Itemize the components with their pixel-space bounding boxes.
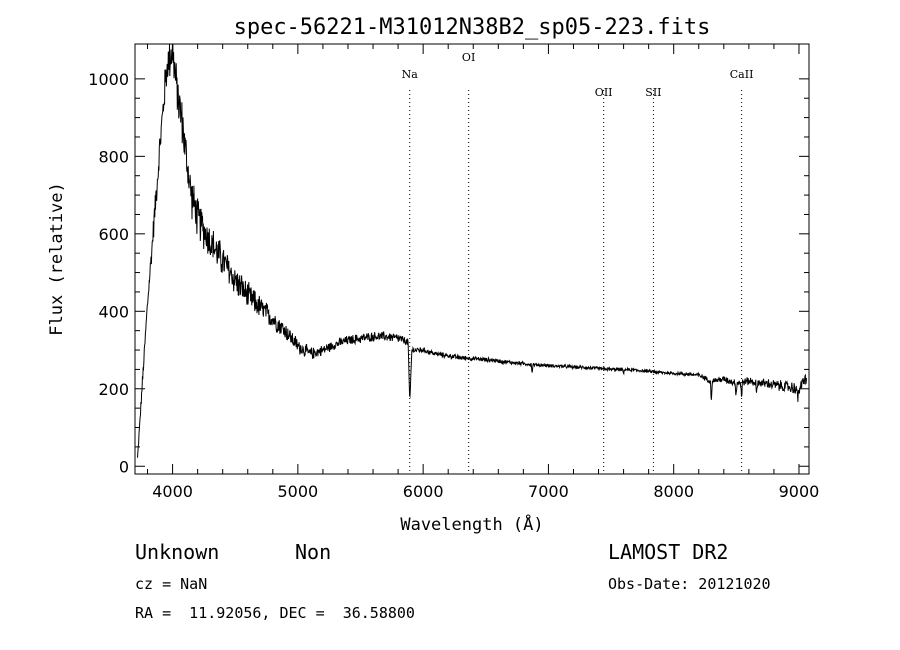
coordinates: RA = 11.92056, DEC = 36.58800 (135, 604, 415, 622)
spectrum-line (137, 44, 807, 458)
y-tick-label: 0 (119, 457, 129, 476)
object-subclass: Non (295, 540, 332, 564)
redshift-value: cz = NaN (135, 575, 208, 593)
y-tick-label: 200 (98, 380, 129, 399)
x-tick-label: 7000 (528, 482, 569, 501)
plot-frame (134, 43, 810, 475)
x-tick-label: 4000 (152, 482, 193, 501)
y-tick-label: 800 (98, 147, 129, 166)
spectral-line-label: Na (402, 68, 419, 81)
chart-title: spec-56221-M31012N38B2_sp05-223.fits (234, 15, 711, 40)
object-class: Unknown (135, 540, 220, 564)
x-tick-label: 5000 (278, 482, 319, 501)
plot-area: Na OI OII SII CaII (137, 44, 807, 474)
x-tick-label: 9000 (779, 482, 820, 501)
axis-ticks: 4000 5000 6000 7000 8000 9000 0 200 400 600 800 100… (88, 44, 819, 501)
survey-name: LAMOST DR2 (608, 540, 729, 564)
y-tick-label: 600 (98, 225, 129, 244)
y-tick-label: 1000 (88, 70, 129, 89)
obs-date: Obs-Date: 20121020 (608, 575, 771, 593)
spectral-line-label: CaII (730, 68, 754, 81)
y-axis-label: Flux (relative) (47, 182, 67, 336)
x-axis-label: Wavelength (Å) (400, 513, 543, 535)
y-tick-label: 400 (98, 302, 129, 321)
x-tick-label: 8000 (653, 482, 694, 501)
spectral-line-label: OII (595, 86, 613, 99)
spectral-line-label: SII (645, 86, 661, 99)
spectral-line-label: OI (462, 51, 475, 64)
x-tick-label: 6000 (403, 482, 444, 501)
